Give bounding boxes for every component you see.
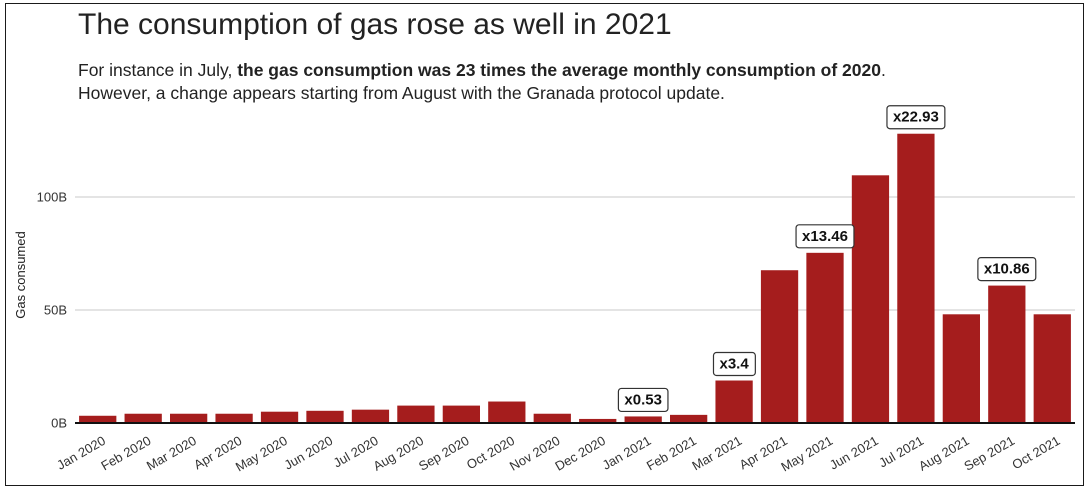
bars-layer [79, 133, 1071, 423]
x-tick-label: Dec 2020 [552, 433, 608, 474]
bar [260, 411, 299, 423]
annotation-text: x0.53 [624, 391, 662, 408]
chart-subtitle: For instance in July, the gas consumptio… [78, 59, 886, 105]
bar [351, 409, 390, 423]
bar [306, 410, 344, 423]
bar [488, 401, 526, 423]
bar [942, 314, 980, 423]
y-axis-label: Gas consumed [13, 231, 28, 318]
x-tick-label: Nov 2020 [507, 433, 563, 474]
y-tick-label: 0B [51, 416, 67, 431]
annotation-label: x10.86 [977, 256, 1037, 282]
chart-title: The consumption of gas rose as well in 2… [78, 8, 672, 41]
annotation-label: x22.93 [886, 105, 946, 130]
bar [215, 413, 253, 423]
bar [1033, 314, 1071, 423]
subtitle-line-1-post: . [880, 60, 886, 80]
annotation-label: x0.53 [617, 387, 669, 413]
y-tick-label: 100B [37, 190, 67, 205]
annotation-text: x13.46 [802, 228, 848, 245]
annotation-box [886, 105, 946, 130]
x-tick-label: Feb 2020 [98, 433, 153, 473]
bar [397, 405, 435, 423]
annotation-box [977, 256, 1037, 282]
bar [579, 418, 617, 423]
bar [442, 405, 480, 423]
annotation-text: x3.4 [719, 356, 749, 373]
subtitle-line-1-pre: For instance in July, [78, 60, 238, 80]
x-tick-label: Jun 2020 [281, 433, 335, 473]
x-tick-label: Sep 2021 [961, 433, 1017, 474]
subtitle-line-1-bold: the gas consumption was 23 times the ave… [237, 60, 881, 80]
annotation-text: x22.93 [893, 109, 939, 126]
x-tick-label: Aug 2020 [370, 433, 426, 474]
bar [124, 413, 162, 423]
x-tick-label: May 2020 [233, 433, 290, 475]
x-tick-label: Jun 2021 [827, 433, 881, 473]
x-tick-label: Mar 2020 [144, 433, 199, 473]
annotation-label: x13.46 [795, 224, 855, 249]
x-tick-label: Mar 2021 [689, 433, 744, 473]
x-tick-label: Jan 2021 [600, 433, 654, 473]
annotation-box [617, 387, 669, 413]
y-tick-labels: 0B 50B 100B [37, 190, 67, 431]
bar [670, 414, 708, 423]
bar [624, 416, 662, 423]
x-tick-label: Feb 2021 [644, 433, 699, 473]
annotations-layer: x0.53 x3.4 x13.46 x22.93 x10.86 [617, 105, 1037, 413]
bar [760, 270, 799, 423]
x-tick-label: May 2021 [778, 433, 835, 475]
subtitle-line-2: However, a change appears starting from … [78, 83, 725, 103]
bar [170, 413, 208, 423]
annotation-label: x3.4 [712, 351, 756, 377]
bar [715, 380, 753, 423]
annotation-box [795, 224, 855, 249]
y-tick-label: 50B [44, 303, 67, 318]
annotation-text: x10.86 [984, 261, 1030, 278]
bar [897, 133, 935, 423]
bar [851, 175, 890, 423]
bar [533, 413, 571, 423]
annotation-box [712, 351, 756, 377]
x-tick-label: Jan 2020 [54, 433, 108, 473]
bar [806, 252, 844, 423]
bar [988, 285, 1026, 423]
x-tick-label: Oct 2021 [1009, 433, 1062, 472]
x-tick-label: Aug 2021 [916, 433, 972, 474]
subtitle-line-1: For instance in July, the gas consumptio… [78, 59, 886, 82]
bar [79, 415, 117, 423]
x-tick-label: Sep 2020 [416, 433, 472, 474]
